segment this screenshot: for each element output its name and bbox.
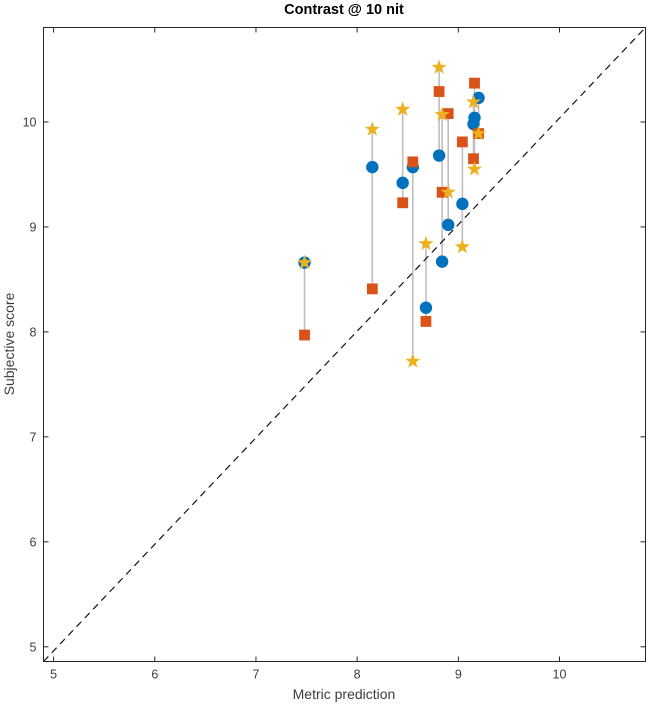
star-marker bbox=[296, 254, 313, 270]
circle-marker bbox=[366, 160, 379, 174]
square-marker bbox=[469, 77, 480, 89]
identity-line bbox=[43, 27, 646, 662]
x-tick-label: 10 bbox=[553, 668, 567, 682]
x-tick-label: 8 bbox=[354, 668, 361, 682]
square-marker bbox=[456, 136, 468, 148]
square-marker bbox=[420, 316, 432, 327]
star-marker bbox=[395, 101, 411, 116]
square-marker bbox=[433, 86, 445, 97]
square-marker bbox=[299, 329, 310, 341]
circle-marker bbox=[396, 176, 409, 190]
circle-marker bbox=[456, 197, 469, 211]
x-axis-label: Metric prediction bbox=[292, 686, 396, 702]
star-marker bbox=[440, 184, 456, 199]
square-marker bbox=[442, 108, 454, 119]
y-tick-label: 10 bbox=[23, 115, 37, 129]
star-marker bbox=[431, 59, 447, 74]
circle-marker bbox=[419, 301, 433, 314]
star-marker bbox=[405, 353, 421, 368]
star-marker bbox=[470, 125, 487, 140]
star-marker bbox=[434, 106, 450, 122]
x-tick-label: 7 bbox=[252, 668, 259, 682]
y-tick-label: 5 bbox=[30, 640, 37, 654]
y-tick-label: 8 bbox=[30, 325, 37, 339]
plot-border bbox=[43, 27, 646, 662]
x-tick-label: 9 bbox=[455, 668, 462, 682]
star-marker bbox=[466, 161, 483, 176]
square-marker bbox=[407, 156, 419, 168]
star-marker bbox=[364, 121, 380, 136]
plot-title: Contrast @ 10 nit bbox=[284, 2, 404, 18]
circle-marker bbox=[432, 149, 446, 162]
circle-marker bbox=[442, 218, 455, 232]
star-marker bbox=[465, 94, 482, 109]
square-marker bbox=[468, 153, 479, 165]
square-marker bbox=[436, 186, 448, 198]
circle-marker bbox=[468, 111, 481, 124]
y-tick-label: 7 bbox=[30, 430, 37, 444]
x-tick-label: 5 bbox=[50, 668, 57, 682]
star-marker bbox=[418, 235, 434, 251]
circle-marker bbox=[435, 255, 449, 268]
star-marker bbox=[454, 238, 470, 254]
y-tick-label: 6 bbox=[30, 535, 37, 549]
square-marker bbox=[397, 197, 409, 209]
y-tick-label: 9 bbox=[30, 220, 37, 234]
square-marker bbox=[366, 283, 378, 295]
x-tick-label: 6 bbox=[151, 668, 158, 682]
